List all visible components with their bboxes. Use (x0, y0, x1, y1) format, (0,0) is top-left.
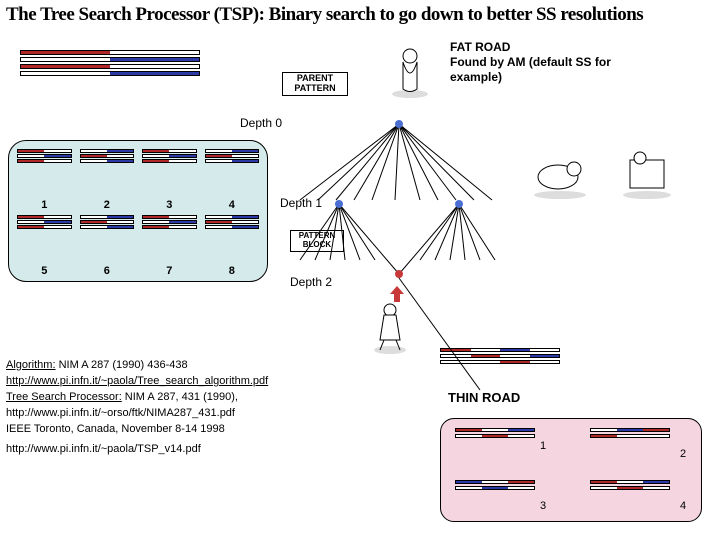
quad-cell: 5 (15, 213, 74, 275)
thin-idx: 1 (540, 440, 546, 452)
quad-cell: 8 (203, 213, 262, 275)
figure-icon (370, 300, 410, 355)
slides-url: http://www.pi.infn.it/~paola/TSP_v14.pdf (6, 443, 201, 455)
quad-index: 5 (41, 265, 47, 277)
thin-cell-bars (455, 480, 535, 490)
thin-cell-bars (590, 428, 670, 438)
tree-d2-node (395, 270, 403, 278)
figure-icon (390, 44, 430, 99)
quad-index: 2 (104, 199, 110, 211)
thin-cell-bars (455, 428, 535, 438)
pattern-block-label: PATTERN BLOCK (290, 230, 344, 252)
quad-cell: 1 (15, 147, 74, 209)
quad-index: 8 (229, 265, 235, 277)
figure-icon (620, 150, 675, 200)
algo-label: Algorithm: (6, 359, 56, 371)
thin-cell-bars (590, 480, 670, 490)
quad-cell: 2 (78, 147, 137, 209)
parent-pattern-label: PARENT PATTERN (282, 72, 348, 96)
fat-road-text: FAT ROAD Found by AM (default SS for exa… (450, 40, 650, 85)
quad-cell: 7 (140, 213, 199, 275)
quad-panel: 1 2 3 4 5 6 7 8 (8, 140, 268, 282)
quad-index: 4 (229, 199, 235, 211)
quad-cell: 6 (78, 213, 137, 275)
quad-cell: 4 (203, 147, 262, 209)
parent-pattern-text: PARENT PATTERN (294, 73, 335, 93)
tsp-label: Tree Search Processor: (6, 391, 122, 403)
parent-pattern-bars (20, 50, 200, 76)
tree-d1-node (455, 200, 463, 208)
tree-d1-node (335, 200, 343, 208)
tree-root-node (395, 120, 403, 128)
thin-idx: 3 (540, 500, 546, 512)
quad-index: 7 (166, 265, 172, 277)
depth2-label: Depth 2 (290, 275, 332, 289)
quad-cell: 3 (140, 147, 199, 209)
algo-cite: NIM A 287 (1990) 436-438 (56, 359, 188, 371)
tsp-cite: NIM A 287, 431 (1990), (122, 391, 238, 403)
quad-index: 3 (166, 199, 172, 211)
thin-road-bars (440, 348, 560, 364)
depth1-label: Depth 1 (280, 196, 322, 210)
pattern-block-text: PATTERN BLOCK (299, 231, 336, 249)
quad-index: 1 (41, 199, 47, 211)
tsp-url: http://www.pi.infn.it/~orso/ftk/NIMA287_… (6, 407, 235, 419)
depth0-label: Depth 0 (240, 116, 282, 130)
thin-idx: 4 (680, 500, 686, 512)
references: Algorithm: NIM A 287 (1990) 436-438 http… (6, 358, 366, 458)
quad-index: 6 (104, 265, 110, 277)
page-title: The Tree Search Processor (TSP): Binary … (0, 0, 720, 30)
algo-url-link[interactable]: http://www.pi.infn.it/~paola/Tree_search… (6, 375, 268, 387)
thin-road-label: THIN ROAD (448, 390, 520, 405)
tsp-conf: IEEE Toronto, Canada, November 8-14 1998 (6, 423, 225, 435)
figure-icon (530, 155, 590, 200)
thin-idx: 2 (680, 448, 686, 460)
